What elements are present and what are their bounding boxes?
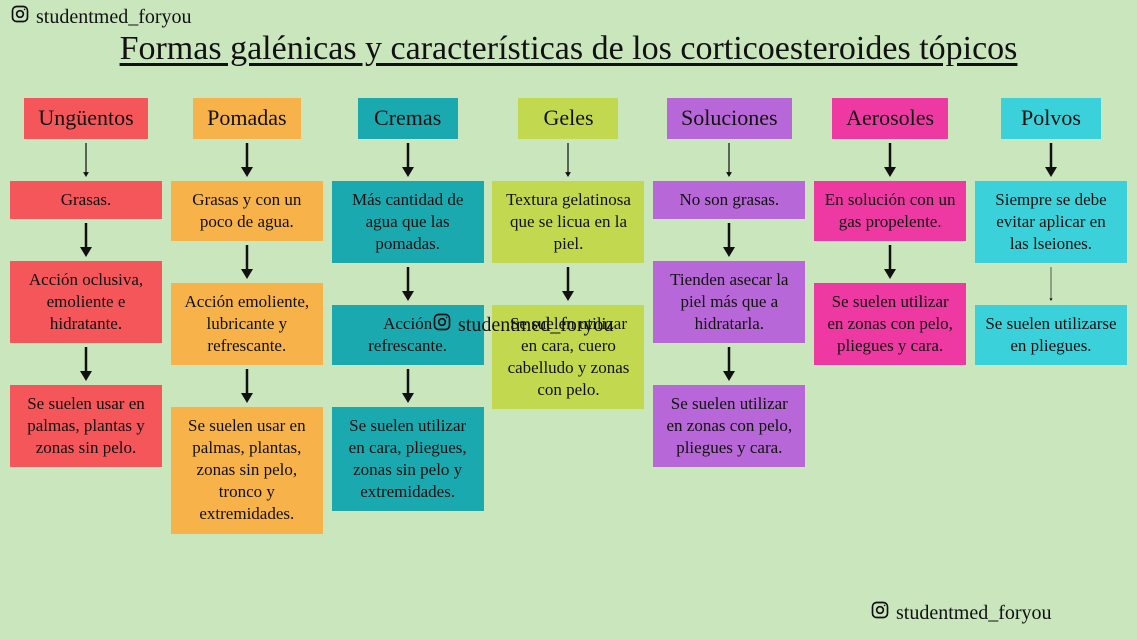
arrow-down-icon	[239, 369, 255, 403]
column-polvos: Polvos Siempre se debe evitar aplicar en …	[975, 98, 1127, 534]
column-unguentos: Ungüentos Grasas. Acción oclusiva, emolien…	[10, 98, 162, 534]
watermark: studentmed_foryou	[10, 4, 192, 30]
watermark-text: studentmed_foryou	[896, 602, 1052, 625]
info-box: Acción oclusiva, emoliente e hidratante.	[10, 261, 162, 343]
info-box: Acción emoliente, lubricante y refrescan…	[171, 283, 323, 365]
info-box: Textura gelatinosa que se licua en la pi…	[492, 181, 644, 263]
arrow-down-icon	[239, 143, 255, 177]
watermark-text: studentmed_foryou	[36, 6, 192, 29]
page-title: Formas galénicas y características de lo…	[0, 30, 1137, 68]
column-aerosoles: Aerosoles En solución con un gas propelen…	[814, 98, 966, 534]
arrow-down-icon	[560, 143, 576, 177]
instagram-icon	[10, 4, 30, 30]
column-header: Cremas	[358, 98, 458, 139]
arrow-down-icon	[239, 245, 255, 279]
info-box: Se suelen usar en palmas, plantas, zonas…	[171, 407, 323, 533]
info-box: Se suelen utilizar en cara, pliegues, zo…	[332, 407, 484, 511]
arrow-down-icon	[721, 347, 737, 381]
info-box: No son grasas.	[653, 181, 805, 219]
watermark: studentmed_foryou	[870, 600, 1052, 626]
column-header: Polvos	[1001, 98, 1101, 139]
column-header: Pomadas	[193, 98, 300, 139]
info-box: En solución con un gas propelente.	[814, 181, 966, 241]
arrow-down-icon	[721, 223, 737, 257]
watermark: studentmed_foryou	[432, 312, 614, 338]
info-box: Se suelen utilizar en zonas con pelo, pl…	[653, 385, 805, 467]
arrow-down-icon	[78, 347, 94, 381]
arrow-down-icon	[78, 223, 94, 257]
column-header: Geles	[518, 98, 618, 139]
arrow-down-icon	[1043, 267, 1059, 301]
watermark-text: studentmed_foryou	[458, 314, 614, 337]
column-header: Soluciones	[667, 98, 792, 139]
instagram-icon	[870, 600, 890, 626]
info-box: Se suelen utilizar en zonas con pelo, pl…	[814, 283, 966, 365]
arrow-down-icon	[78, 143, 94, 177]
arrow-down-icon	[400, 267, 416, 301]
arrow-down-icon	[882, 245, 898, 279]
info-box: Grasas y con un poco de agua.	[171, 181, 323, 241]
info-box: Siempre se debe evitar aplicar en las ls…	[975, 181, 1127, 263]
arrow-down-icon	[400, 369, 416, 403]
arrow-down-icon	[882, 143, 898, 177]
info-box: Más cantidad de agua que las pomadas.	[332, 181, 484, 263]
info-box: Tienden asecar la piel más que a hidrata…	[653, 261, 805, 343]
column-pomadas: Pomadas Grasas y con un poco de agua. Acci…	[171, 98, 323, 534]
info-box: Se suelen usar en palmas, plantas y zona…	[10, 385, 162, 467]
arrow-down-icon	[721, 143, 737, 177]
arrow-down-icon	[1043, 143, 1059, 177]
column-header: Ungüentos	[24, 98, 147, 139]
column-header: Aerosoles	[832, 98, 948, 139]
info-box: Se suelen utilizarse en pliegues.	[975, 305, 1127, 365]
info-box: Grasas.	[10, 181, 162, 219]
arrow-down-icon	[400, 143, 416, 177]
instagram-icon	[432, 312, 452, 338]
arrow-down-icon	[560, 267, 576, 301]
column-soluciones: Soluciones No son grasas. Tienden asecar l…	[653, 98, 805, 534]
